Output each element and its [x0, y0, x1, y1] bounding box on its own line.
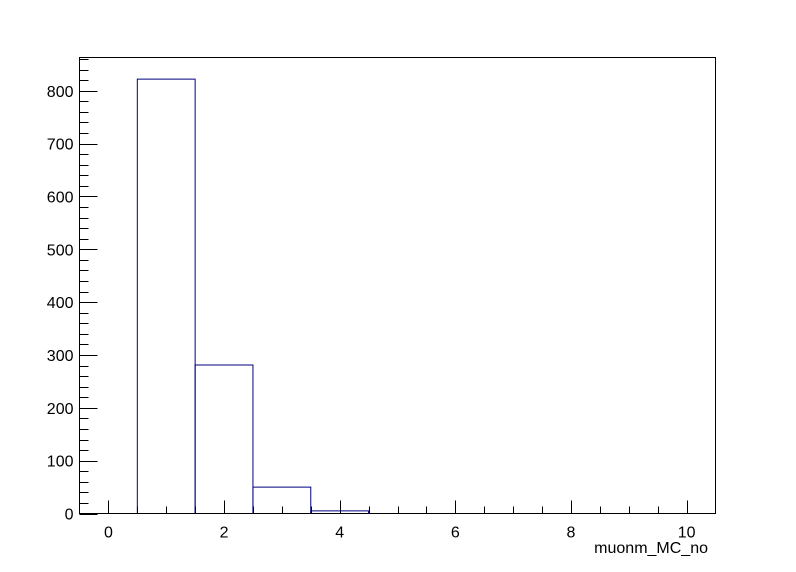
tick-marks [79, 59, 688, 515]
y-tick-label: 100 [47, 454, 74, 471]
x-tick-label: 4 [335, 525, 344, 542]
y-tick-label: 800 [47, 84, 74, 101]
x-tick-label: 6 [451, 525, 460, 542]
histogram-bar [252, 486, 312, 514]
x-tick-label: 8 [567, 525, 576, 542]
y-tick-label: 200 [47, 401, 74, 418]
histogram-bar [310, 510, 370, 514]
x-axis-label: muonm_MC_no [594, 540, 708, 557]
y-tick-label: 500 [47, 242, 74, 259]
histogram-bar [136, 78, 196, 514]
y-tick-label: 300 [47, 348, 74, 365]
tick-labels: 0 100 200 300 400 500 600 700 800 0 2 4 6 8 10 [47, 84, 696, 542]
y-tick-label: 700 [47, 137, 74, 154]
x-tick-label: 0 [104, 525, 113, 542]
x-tick-label: 10 [678, 525, 696, 542]
histogram-bars [136, 78, 370, 514]
histogram-bar [194, 364, 254, 514]
plot-frame [79, 57, 716, 514]
y-tick-label: 400 [47, 295, 74, 312]
x-tick-label: 2 [220, 525, 229, 542]
y-tick-label: 600 [47, 189, 74, 206]
y-tick-label: 0 [65, 507, 74, 524]
